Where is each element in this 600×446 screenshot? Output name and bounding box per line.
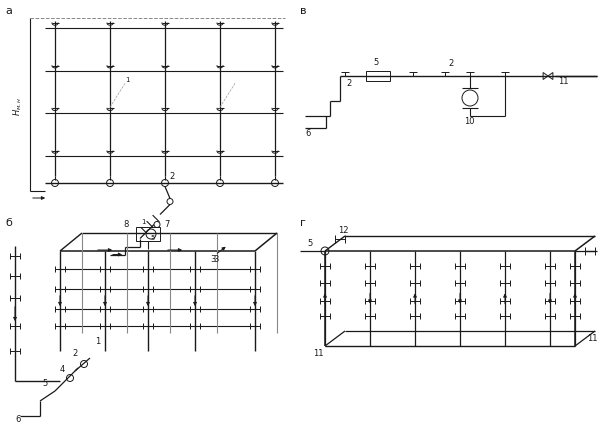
Text: 8: 8	[123, 220, 128, 229]
Text: 2: 2	[169, 172, 174, 181]
Polygon shape	[543, 73, 548, 79]
Text: б: б	[5, 218, 12, 228]
Text: 3: 3	[210, 255, 215, 264]
Text: в: в	[300, 6, 307, 16]
Text: 5: 5	[373, 58, 378, 67]
Polygon shape	[548, 73, 553, 79]
Text: 6: 6	[15, 415, 20, 424]
Text: 5: 5	[150, 235, 154, 241]
Text: 5: 5	[307, 239, 312, 248]
Text: 1: 1	[125, 77, 130, 83]
Text: 3: 3	[213, 255, 218, 264]
Text: 2: 2	[448, 59, 453, 68]
Bar	[136, 227, 160, 241]
Text: 1: 1	[95, 337, 100, 346]
Text: 4: 4	[60, 365, 65, 374]
Text: 11: 11	[587, 334, 598, 343]
Text: 7: 7	[164, 220, 169, 229]
Bar	[366, 71, 390, 81]
Text: $H_{м.н}$: $H_{м.н}$	[12, 96, 24, 116]
Text: 10: 10	[464, 117, 475, 126]
Text: 11: 11	[558, 77, 569, 86]
Text: 5: 5	[42, 379, 47, 388]
Text: а: а	[5, 6, 12, 16]
Text: г: г	[300, 218, 306, 228]
Text: 1: 1	[141, 219, 146, 224]
Text: 2: 2	[72, 349, 77, 358]
Text: 12: 12	[338, 226, 349, 235]
Text: 6: 6	[305, 129, 310, 138]
Text: 11: 11	[313, 349, 323, 358]
Text: 2: 2	[346, 79, 351, 88]
